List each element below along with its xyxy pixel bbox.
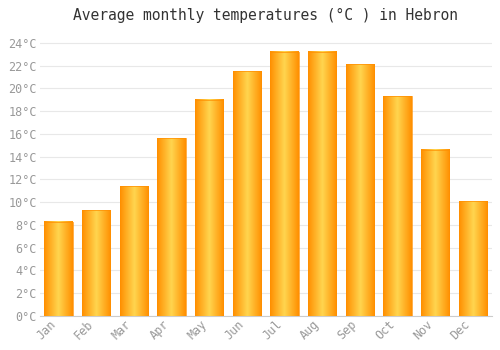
Bar xyxy=(308,52,336,316)
Title: Average monthly temperatures (°C ) in Hebron: Average monthly temperatures (°C ) in He… xyxy=(73,8,458,23)
Bar xyxy=(120,186,148,316)
Bar xyxy=(346,64,374,316)
Bar xyxy=(384,96,411,316)
Bar xyxy=(158,139,186,316)
Bar xyxy=(421,150,450,316)
Bar xyxy=(270,52,298,316)
Bar xyxy=(44,222,72,316)
Bar xyxy=(195,100,224,316)
Bar xyxy=(232,71,261,316)
Bar xyxy=(82,210,110,316)
Bar xyxy=(458,201,487,316)
